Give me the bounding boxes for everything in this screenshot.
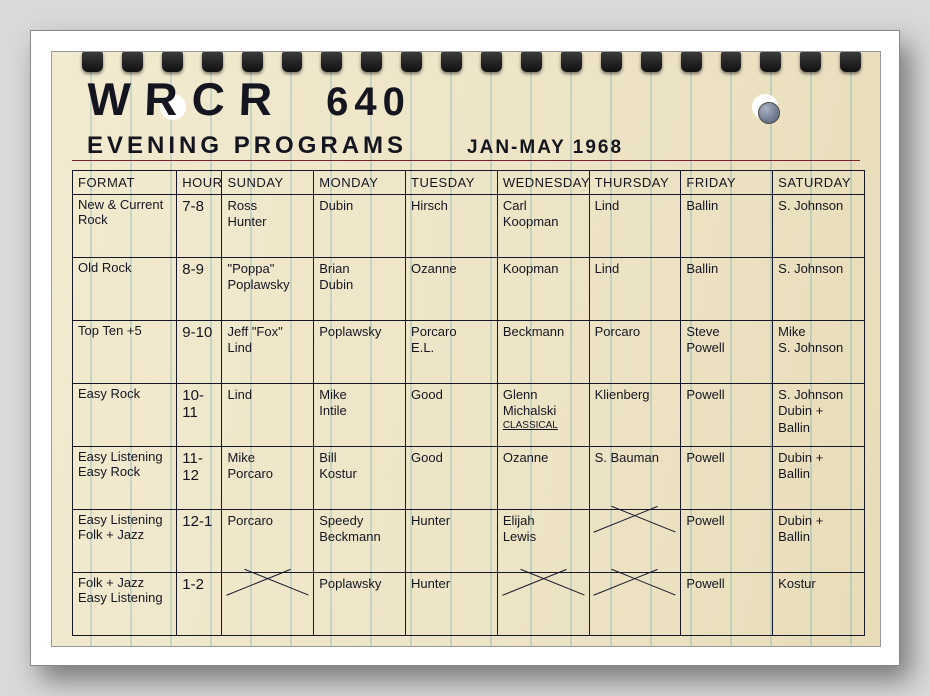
schedule-row-0: New & Current Rock 7-8 Ross Hunter Dubin Hirsc… [73,195,865,258]
header-hour: HOUR [177,171,222,195]
friday-cell-3: Powell [681,384,773,447]
friday-cell-4: Powell [681,447,773,510]
schedule-row-2: Top Ten +5 9-10 Jeff "Fox" Lind Poplawsky Por… [73,321,865,384]
station-number: 640 [326,80,411,125]
friday-cell-1: Ballin [681,258,773,321]
header-wednesday: WEDNESDAY [497,171,589,195]
header-saturday: SATURDAY [773,171,865,195]
schedule-table-body: New & Current Rock 7-8 Ross Hunter Dubin Hirsc… [73,195,865,636]
wednesday-cell-0: Carl Koopman [497,195,589,258]
saturday-cell-6: Kostur [773,573,865,636]
sunday-cell-3: Lind [222,384,314,447]
thursday-cell-6 [589,573,681,636]
header-friday: FRIDAY [681,171,773,195]
wednesday-cell-4: Ozanne [497,447,589,510]
monday-cell-1: Brian Dubin [314,258,406,321]
station-callsign: WRCR [86,72,287,126]
date-range: JAN-MAY 1968 [467,137,623,159]
station-callsign-row: WRCR 640 [87,72,860,126]
format-cell-5: Easy Listening Folk + Jazz [73,510,177,573]
thursday-cell-5 [589,510,681,573]
hour-cell-0: 7-8 [177,195,222,258]
friday-cell-5: Powell [681,510,773,573]
tuesday-cell-3: Good [406,384,498,447]
friday-cell-0: Ballin [681,195,773,258]
format-cell-1: Old Rock [73,258,177,321]
schedule-table: FORMAT HOUR SUNDAY MONDAY TUESDAY WEDNES… [72,170,865,636]
wednesday-cell-5: Elijah Lewis [497,510,589,573]
saturday-cell-5: Dubin + Ballin [773,510,865,573]
format-cell-4: Easy Listening Easy Rock [73,447,177,510]
schedule-table-wrapper: FORMAT HOUR SUNDAY MONDAY TUESDAY WEDNES… [72,170,865,636]
hour-cell-3: 10-11 [177,384,222,447]
schedule-row-1: Old Rock 8-9 "Poppa" Poplawsky Brian Dubin Oza… [73,258,865,321]
hour-cell-1: 8-9 [177,258,222,321]
table-header-row: FORMAT HOUR SUNDAY MONDAY TUESDAY WEDNES… [73,171,865,195]
thursday-cell-0: Lind [589,195,681,258]
friday-cell-2: Steve Powell [681,321,773,384]
hour-cell-5: 12-1 [177,510,222,573]
format-cell-0: New & Current Rock [73,195,177,258]
wednesday-cell-3: Glenn Michalski CLASSICAL [497,384,589,447]
schedule-row-3: Easy Rock 10-11 Lind Mike Intile Good Glenn Mic… [73,384,865,447]
saturday-cell-4: Dubin + Ballin [773,447,865,510]
monday-cell-4: Bill Kostur [314,447,406,510]
tuesday-cell-2: Porcaro E.L. [406,321,498,384]
hour-cell-4: 11-12 [177,447,222,510]
saturday-cell-2: Mike S. Johnson [773,321,865,384]
program-title: EVENING PROGRAMS [87,132,407,160]
sunday-cell-5: Porcaro [222,510,314,573]
sunday-cell-4: Mike Porcaro [222,447,314,510]
hour-cell-6: 1-2 [177,573,222,636]
wednesday-cell-1: Koopman [497,258,589,321]
title-block: WRCR 640 EVENING PROGRAMS JAN-MAY 1968 [87,72,860,160]
format-cell-2: Top Ten +5 [73,321,177,384]
wednesday-cell-6 [497,573,589,636]
monday-cell-6: Poplawsky [314,573,406,636]
thursday-cell-1: Lind [589,258,681,321]
monday-cell-3: Mike Intile [314,384,406,447]
header-format: FORMAT [73,171,177,195]
format-cell-3: Easy Rock [73,384,177,447]
monday-cell-0: Dubin [314,195,406,258]
format-cell-6: Folk + Jazz Easy Listening [73,573,177,636]
hour-cell-2: 9-10 [177,321,222,384]
saturday-cell-0: S. Johnson [773,195,865,258]
sunday-cell-2: Jeff "Fox" Lind [222,321,314,384]
tuesday-cell-0: Hirsch [406,195,498,258]
schedule-row-6: Folk + Jazz Easy Listening 1-2 Poplawsky Hun… [73,573,865,636]
header-tuesday: TUESDAY [406,171,498,195]
header-thursday: THURSDAY [589,171,681,195]
photo-frame: WRCR 640 EVENING PROGRAMS JAN-MAY 1968 [30,30,900,666]
thursday-cell-4: S. Bauman [589,447,681,510]
notepad-page: WRCR 640 EVENING PROGRAMS JAN-MAY 1968 [51,51,881,647]
sunday-cell-1: "Poppa" Poplawsky [222,258,314,321]
friday-cell-6: Powell [681,573,773,636]
header-monday: MONDAY [314,171,406,195]
schedule-row-5: Easy Listening Folk + Jazz 12-1 Porcaro Spee… [73,510,865,573]
thursday-cell-2: Porcaro [589,321,681,384]
tuesday-cell-6: Hunter [406,573,498,636]
tuesday-cell-5: Hunter [406,510,498,573]
monday-cell-5: Speedy Beckmann [314,510,406,573]
wednesday-cell-2: Beckmann [497,321,589,384]
sunday-cell-0: Ross Hunter [222,195,314,258]
saturday-cell-3: S. Johnson Dubin + Ballin [773,384,865,447]
program-title-row: EVENING PROGRAMS JAN-MAY 1968 [87,132,860,160]
thursday-cell-3: Klienberg [589,384,681,447]
tuesday-cell-4: Good [406,447,498,510]
schedule-row-4: Easy Listening Easy Rock 11-12 Mike Porcaro B… [73,447,865,510]
monday-cell-2: Poplawsky [314,321,406,384]
header-sunday: SUNDAY [222,171,314,195]
saturday-cell-1: S. Johnson [773,258,865,321]
tuesday-cell-1: Ozanne [406,258,498,321]
sunday-cell-6 [222,573,314,636]
title-underline [72,160,860,161]
